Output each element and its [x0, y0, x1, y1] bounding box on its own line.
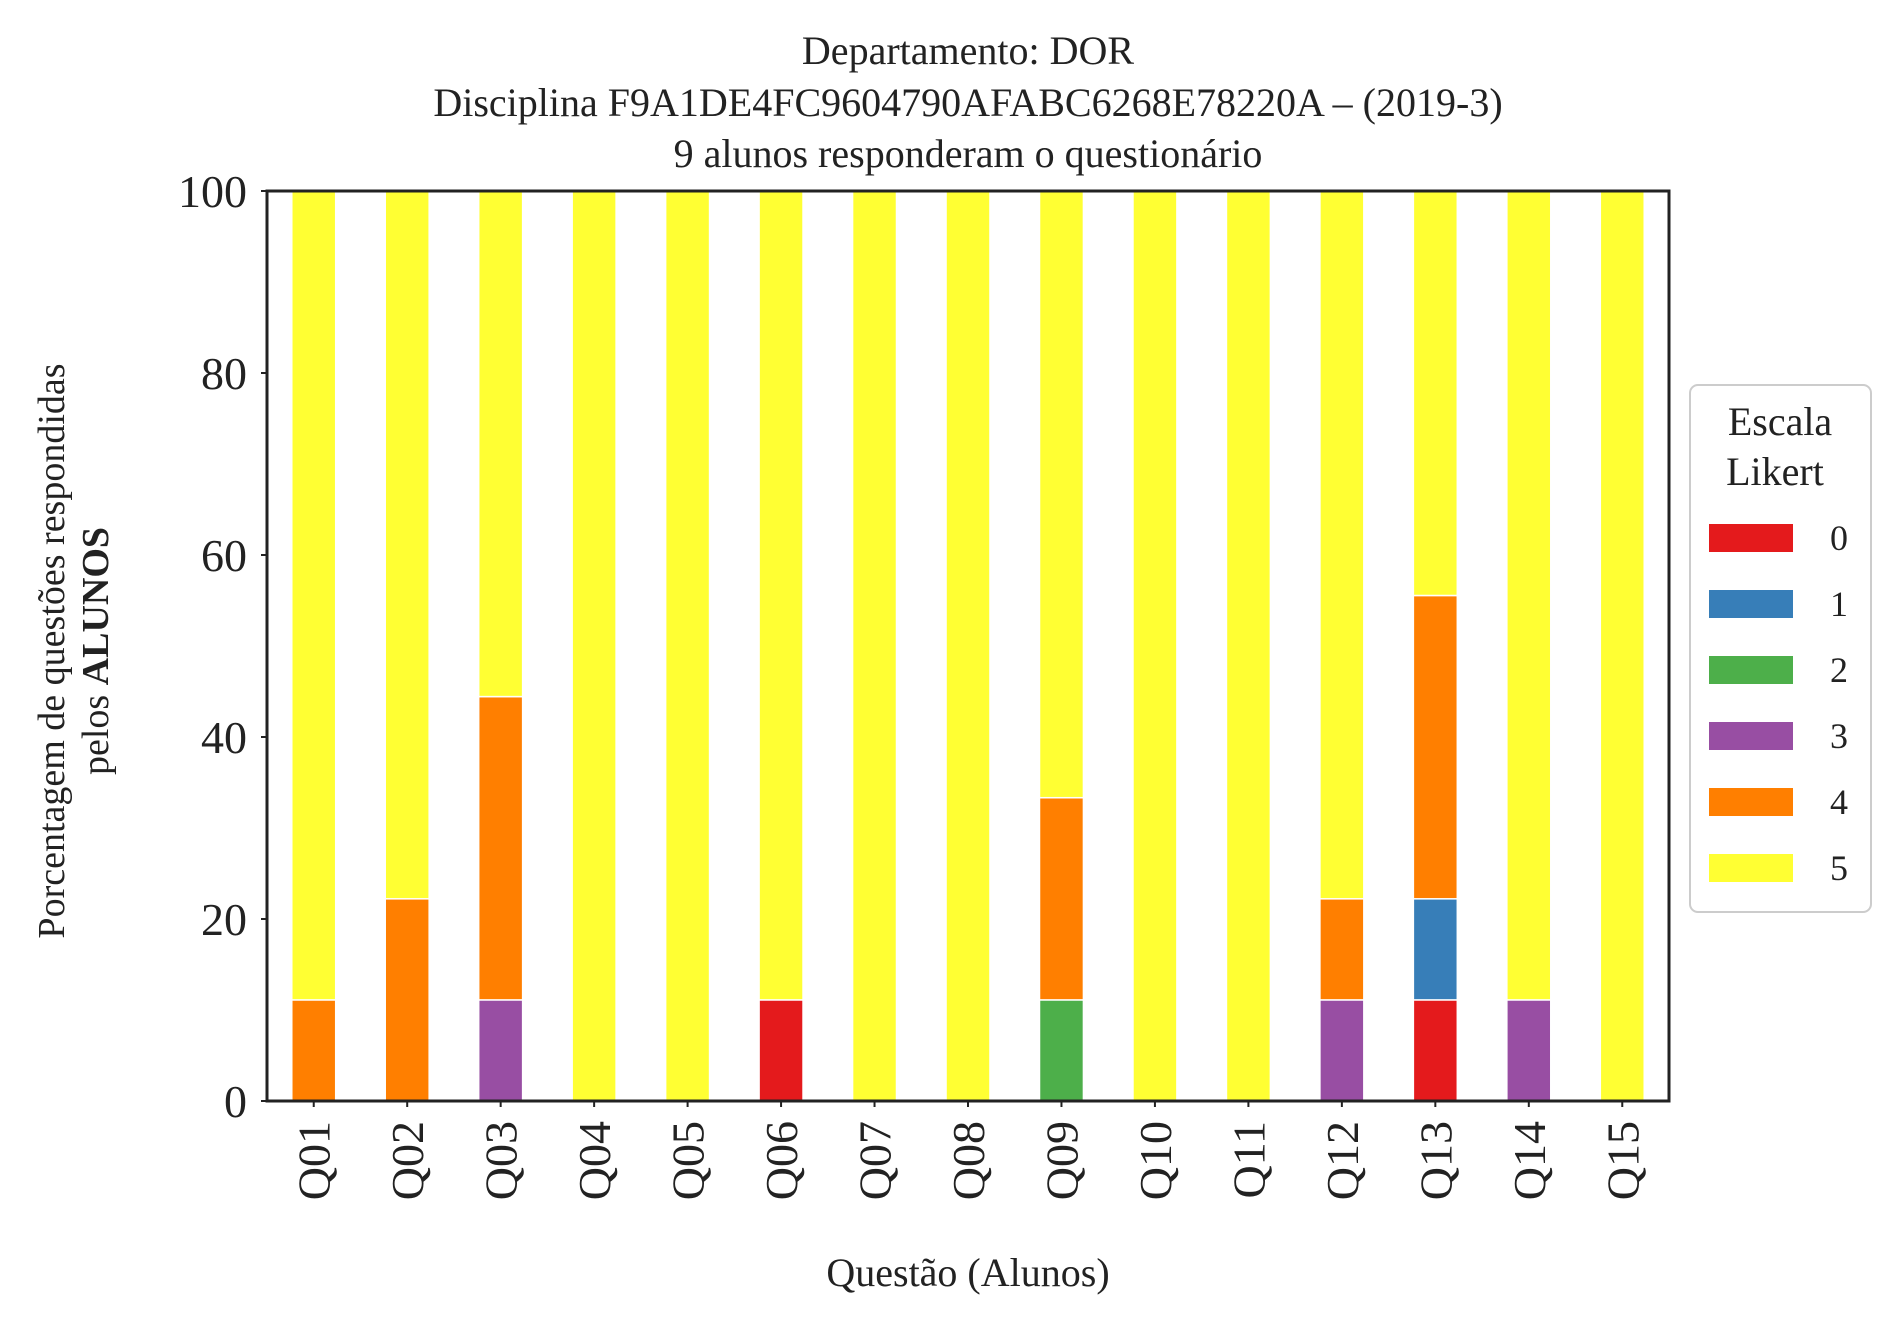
legend-box [1689, 384, 1872, 913]
x-tick-label: Q08 [943, 1121, 994, 1200]
legend-title-line-1: Escala [1728, 399, 1833, 444]
bar-segment-Q03-likert-5 [477, 190, 524, 698]
bar-segment-Q13-likert-5 [1412, 190, 1459, 597]
bar-segment-Q01-likert-5 [291, 190, 337, 1001]
bar-segment-Q06-likert-0 [758, 999, 804, 1102]
y-tick-label: 80 [201, 348, 247, 399]
legend-label-5: 5 [1830, 848, 1848, 888]
x-tick-label: Q11 [1223, 1121, 1274, 1199]
plot-frame [265, 189, 1671, 1103]
bars-layer [291, 190, 1645, 1102]
bar-segment-Q12-likert-3 [1319, 999, 1365, 1102]
bar-segment-Q05-likert-5 [664, 190, 711, 1102]
y-axis-label-prefix: pelos [75, 685, 117, 775]
x-tick-label: Q06 [756, 1121, 807, 1200]
bar-segment-Q12-likert-5 [1319, 190, 1365, 900]
bar-segment-Q06-likert-5 [758, 190, 804, 1001]
bar-segment-Q10-likert-5 [1132, 190, 1178, 1102]
bar-segment-Q13-likert-1 [1412, 898, 1459, 1001]
x-tick-label: Q04 [569, 1121, 620, 1200]
bar-segment-Q02-likert-5 [384, 190, 430, 900]
bar-segment-Q11-likert-5 [1225, 190, 1272, 1102]
x-tick-label: Q15 [1597, 1121, 1648, 1200]
bar-segment-Q09-likert-4 [1038, 796, 1085, 1001]
legend-swatch-1 [1709, 590, 1793, 618]
x-tick-label: Q01 [289, 1121, 340, 1200]
x-tick-label: Q09 [1037, 1121, 1088, 1200]
legend-label-2: 2 [1830, 650, 1848, 690]
x-tick-label: Q14 [1504, 1121, 1555, 1200]
chart-title-line-3: 9 alunos responderam o questionário [674, 131, 1263, 176]
y-axis-label-line-2: pelos ALUNOS [75, 527, 117, 775]
bar-segment-Q14-likert-5 [1506, 190, 1552, 1001]
y-axis-label-line-1: Porcentagem de questões respondidas [31, 363, 73, 938]
x-tick-label: Q07 [850, 1121, 901, 1200]
x-tick-label: Q02 [382, 1121, 433, 1200]
legend-label-4: 4 [1830, 782, 1848, 822]
chart-title-line-1: Departamento: DOR [802, 28, 1134, 73]
bar-segment-Q03-likert-3 [477, 999, 524, 1102]
legend-title-line-2: Likert [1726, 449, 1824, 494]
bar-segment-Q14-likert-3 [1506, 999, 1552, 1102]
x-tick-label: Q12 [1317, 1121, 1368, 1200]
bar-segment-Q07-likert-5 [851, 190, 898, 1102]
bar-segment-Q04-likert-5 [571, 190, 617, 1102]
y-axis-label-bold: ALUNOS [75, 527, 117, 685]
bar-segment-Q09-likert-5 [1038, 190, 1085, 799]
y-tick-label: 60 [201, 530, 247, 581]
bar-segment-Q15-likert-5 [1599, 190, 1645, 1102]
chart-title: Departamento: DOR Disciplina F9A1DE4FC96… [433, 28, 1502, 176]
legend-swatch-3 [1709, 722, 1793, 750]
x-tick-label: Q13 [1410, 1121, 1461, 1200]
x-axis-label: Questão (Alunos) [826, 1250, 1109, 1295]
legend-swatch-5 [1709, 854, 1793, 882]
y-tick-label: 20 [201, 894, 247, 945]
legend-label-3: 3 [1830, 716, 1848, 756]
bar-segment-Q09-likert-2 [1038, 999, 1085, 1102]
legend-swatch-2 [1709, 656, 1793, 684]
x-tick-label: Q05 [663, 1121, 714, 1200]
bar-segment-Q08-likert-5 [945, 190, 991, 1102]
x-tick-label: Q10 [1130, 1121, 1181, 1200]
legend-label-0: 0 [1830, 518, 1848, 558]
bar-segment-Q12-likert-4 [1319, 898, 1365, 1001]
x-tick-label: Q03 [476, 1121, 527, 1200]
bar-segment-Q13-likert-4 [1412, 594, 1459, 900]
legend: Escala Likert 0 1 2 3 4 5 [1689, 384, 1872, 913]
legend-swatch-4 [1709, 788, 1793, 816]
x-ticks: Q01 Q02 Q03 Q04 Q05 Q06 Q07 Q08 Q09 Q10 Q11 Q12 Q13 Q… [289, 1101, 1648, 1200]
y-tick-label: 40 [201, 712, 247, 763]
bar-segment-Q13-likert-0 [1412, 999, 1459, 1102]
y-ticks: 0 20 40 60 80 100 [178, 166, 267, 1127]
legend-swatch-0 [1709, 524, 1793, 552]
legend-label-1: 1 [1830, 584, 1848, 624]
y-tick-label: 100 [178, 166, 247, 217]
bar-segment-Q01-likert-4 [291, 999, 337, 1102]
chart-title-line-2: Disciplina F9A1DE4FC9604790AFABC6268E782… [433, 80, 1502, 125]
y-axis-label: Porcentagem de questões respondidas pelo… [31, 363, 117, 938]
bar-segment-Q02-likert-4 [384, 898, 430, 1102]
y-tick-label: 0 [224, 1076, 247, 1127]
legend-items: 0 1 2 3 4 5 [1709, 518, 1848, 888]
bar-segment-Q03-likert-4 [477, 695, 524, 1001]
